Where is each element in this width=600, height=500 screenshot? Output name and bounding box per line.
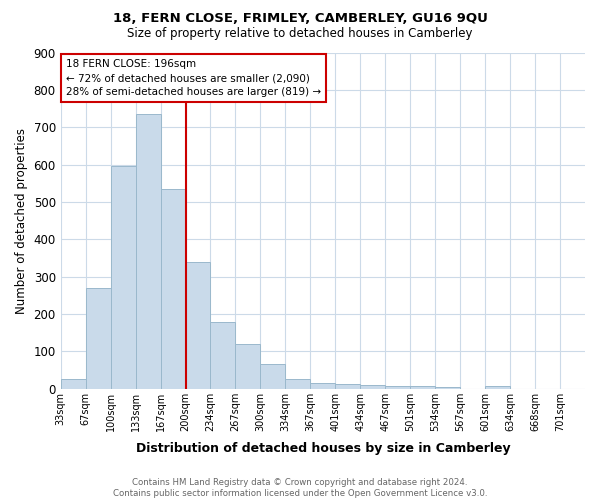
Bar [136, 114, 161, 388]
Text: 18 FERN CLOSE: 196sqm
← 72% of detached houses are smaller (2,090)
28% of semi-d: 18 FERN CLOSE: 196sqm ← 72% of detached … [66, 59, 321, 97]
Bar [410, 386, 435, 388]
Bar [435, 387, 460, 388]
Bar [335, 384, 360, 388]
Bar [385, 386, 410, 388]
Bar [211, 322, 235, 388]
Bar [61, 378, 86, 388]
Bar [286, 380, 310, 388]
Y-axis label: Number of detached properties: Number of detached properties [15, 128, 28, 314]
Bar [110, 166, 136, 388]
Bar [360, 385, 385, 388]
Bar [260, 364, 286, 388]
Bar [485, 386, 510, 388]
Bar [235, 344, 260, 389]
Bar [161, 189, 185, 388]
Bar [310, 383, 335, 388]
Text: 18, FERN CLOSE, FRIMLEY, CAMBERLEY, GU16 9QU: 18, FERN CLOSE, FRIMLEY, CAMBERLEY, GU16… [113, 12, 487, 26]
Text: Contains HM Land Registry data © Crown copyright and database right 2024.
Contai: Contains HM Land Registry data © Crown c… [113, 478, 487, 498]
Bar [185, 262, 211, 388]
X-axis label: Distribution of detached houses by size in Camberley: Distribution of detached houses by size … [136, 442, 510, 455]
Bar [86, 288, 110, 388]
Text: Size of property relative to detached houses in Camberley: Size of property relative to detached ho… [127, 28, 473, 40]
